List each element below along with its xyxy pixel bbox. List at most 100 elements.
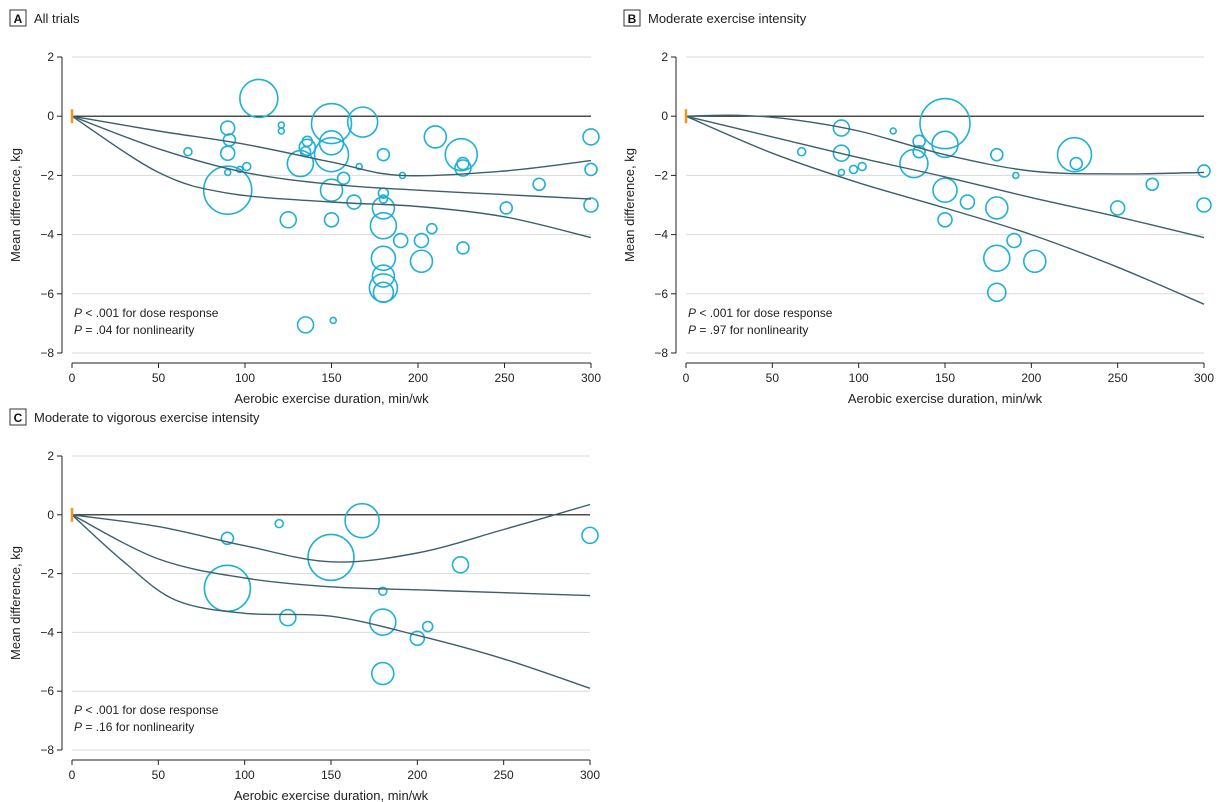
trial-bubble bbox=[336, 171, 351, 186]
y-tick-label: −2 bbox=[40, 567, 54, 581]
trial-bubble bbox=[837, 168, 846, 177]
trial-bubble bbox=[899, 148, 929, 179]
trial-bubble bbox=[919, 97, 971, 150]
y-tick-label: 0 bbox=[47, 109, 54, 123]
trial-bubble bbox=[532, 177, 546, 192]
panel-label-box bbox=[9, 9, 27, 27]
panel-c: C Moderate to vigorous exercise intensity… bbox=[8, 408, 600, 802]
p-value-annotation: P = .04 for nonlinearity bbox=[74, 323, 194, 337]
panel-label-box bbox=[9, 408, 27, 426]
trial-bubble bbox=[392, 232, 409, 249]
trial-bubble bbox=[222, 133, 237, 147]
trial-bubble bbox=[582, 128, 600, 146]
trial-bubble bbox=[857, 161, 867, 172]
x-tick-label: 0 bbox=[69, 371, 76, 385]
trial-bubble bbox=[409, 630, 426, 647]
trial-bubble bbox=[296, 316, 315, 334]
trial-bubble bbox=[848, 164, 859, 175]
trial-bubble bbox=[426, 222, 438, 235]
panel-title: All trials bbox=[34, 11, 80, 26]
trial-bubble bbox=[377, 586, 388, 597]
p-value-annotation: P = .16 for nonlinearity bbox=[74, 720, 194, 734]
trial-bubble bbox=[937, 212, 953, 228]
y-tick-label: 0 bbox=[47, 508, 54, 522]
y-tick-label: −4 bbox=[40, 228, 54, 242]
x-tick-label: 100 bbox=[235, 768, 255, 782]
trial-bubble bbox=[279, 211, 298, 229]
trial-bubble bbox=[220, 531, 235, 546]
trial-bubble bbox=[355, 162, 363, 171]
trial-bubble bbox=[183, 146, 193, 157]
trial-bubble bbox=[202, 165, 253, 215]
x-tick-label: 200 bbox=[408, 371, 428, 385]
trial-bubble bbox=[456, 241, 470, 255]
trial-bubble bbox=[378, 194, 389, 204]
panel-letter: B bbox=[628, 12, 637, 26]
trial-bubble bbox=[301, 135, 314, 148]
trial-bubble bbox=[796, 146, 807, 157]
panel-b: B Moderate exercise intensity 2 0 −2 −4 −6 −8 0 5… bbox=[622, 9, 1214, 406]
trial-bubble bbox=[329, 316, 338, 325]
lower-ci-curve bbox=[685, 115, 1205, 305]
y-tick-label: 2 bbox=[661, 50, 668, 64]
trial-bubble bbox=[932, 177, 958, 203]
panel-title: Moderate exercise intensity bbox=[648, 11, 807, 26]
x-tick-label: 250 bbox=[494, 371, 514, 385]
trial-bubble bbox=[346, 194, 362, 210]
p-value-annotation: P < .001 for dose response bbox=[688, 306, 833, 320]
trial-bubble bbox=[1006, 232, 1022, 249]
y-tick-label: −2 bbox=[654, 168, 668, 182]
panel-label-box bbox=[623, 9, 641, 27]
p-value-annotation: P < .001 for dose response bbox=[74, 306, 219, 320]
y-tick-label: −6 bbox=[654, 287, 668, 301]
trial-bubble bbox=[370, 245, 397, 272]
trial-bubble bbox=[499, 201, 514, 215]
trial-bubble bbox=[323, 212, 340, 228]
trial-bubble bbox=[219, 145, 236, 161]
trial-bubble bbox=[372, 281, 395, 304]
lower-ci-curve bbox=[71, 115, 592, 239]
trial-bubble bbox=[344, 502, 380, 539]
p-value-annotation: P < .001 for dose response bbox=[74, 703, 219, 717]
p-value-annotation: P = .97 for nonlinearity bbox=[688, 323, 808, 337]
trial-bubble bbox=[451, 555, 470, 574]
x-tick-label: 250 bbox=[494, 768, 514, 782]
upper-ci-curve bbox=[71, 503, 591, 563]
trial-bubble bbox=[376, 147, 391, 162]
trial-bubble bbox=[454, 159, 472, 177]
y-tick-label: −8 bbox=[40, 346, 54, 360]
x-tick-label: 300 bbox=[581, 371, 601, 385]
trial-bubble bbox=[241, 161, 252, 172]
x-tick-label: 250 bbox=[1108, 371, 1128, 385]
trial-bubble bbox=[959, 194, 976, 210]
y-axis-title: Mean difference, kg bbox=[8, 546, 23, 660]
trial-bubble bbox=[239, 78, 279, 119]
trial-bubble bbox=[423, 125, 448, 149]
dose-response-curve bbox=[71, 115, 592, 200]
x-tick-label: 100 bbox=[849, 371, 869, 385]
trial-bubble bbox=[1011, 171, 1020, 180]
x-tick-label: 150 bbox=[935, 371, 955, 385]
x-tick-label: 50 bbox=[152, 371, 166, 385]
x-tick-label: 50 bbox=[766, 371, 780, 385]
trial-bubble bbox=[982, 244, 1011, 273]
panel-a: A All trials 2 0 −2 −4 −6 −8 0 50 100 150 200 250 300 A… bbox=[8, 9, 601, 406]
x-axis-title: Aerobic exercise duration, min/wk bbox=[848, 391, 1043, 406]
upper-ci-curve bbox=[71, 115, 592, 177]
trial-bubble bbox=[989, 147, 1004, 162]
y-tick-label: −2 bbox=[40, 168, 54, 182]
panel-title: Moderate to vigorous exercise intensity bbox=[34, 410, 260, 425]
x-axis-title: Aerobic exercise duration, min/wk bbox=[234, 788, 429, 802]
trial-bubble bbox=[371, 264, 396, 288]
trial-bubble bbox=[277, 121, 286, 129]
y-tick-label: −6 bbox=[40, 287, 54, 301]
trial-bubble bbox=[832, 119, 851, 137]
y-tick-label: −8 bbox=[654, 346, 668, 360]
trial-bubble bbox=[274, 518, 285, 529]
x-tick-label: 300 bbox=[1194, 371, 1214, 385]
x-tick-label: 0 bbox=[683, 371, 690, 385]
trial-bubble bbox=[370, 661, 395, 686]
trial-bubble bbox=[346, 106, 379, 138]
trial-bubble bbox=[369, 211, 398, 240]
